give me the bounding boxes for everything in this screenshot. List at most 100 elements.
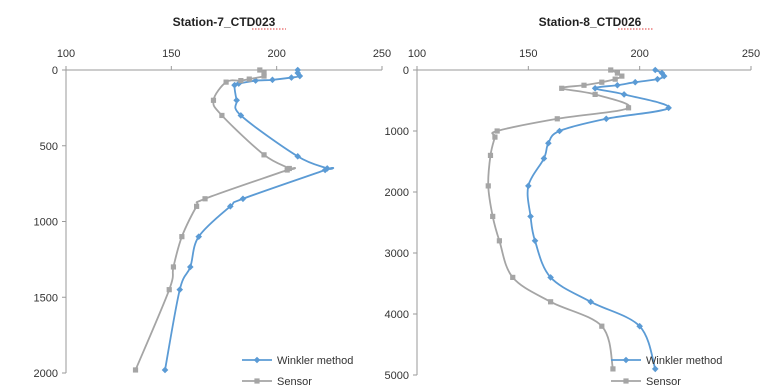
x-tick-label: 150 (162, 48, 180, 60)
data-point-sensor (166, 287, 172, 293)
x-tick-label: 250 (742, 48, 760, 60)
y-tick-label: 4000 (385, 309, 409, 321)
data-point-winkler-method (252, 77, 259, 84)
data-point-winkler-method (288, 74, 295, 81)
data-point-sensor (559, 85, 565, 91)
data-point-winkler-method (237, 112, 245, 119)
y-tick-label: 1000 (385, 126, 409, 138)
data-point-sensor (210, 97, 217, 103)
data-point-sensor (599, 79, 605, 85)
chart-title: Station-7_CTD023 (173, 15, 276, 29)
data-point-sensor (238, 78, 244, 84)
data-point-winkler-method (233, 97, 240, 104)
data-point-sensor (625, 105, 632, 111)
x-tick-label: 250 (373, 48, 391, 60)
data-point-winkler-method (620, 91, 628, 98)
data-point-sensor (548, 299, 554, 305)
data-point-winkler-method (545, 139, 552, 147)
chart-station-8: Station-8_CTD026 100 150 200 250 0 1000 2000 30… (385, 15, 761, 388)
data-point-sensor (284, 167, 290, 173)
data-point-winkler-method (654, 75, 661, 83)
data-point-winkler-method (631, 78, 639, 86)
y-tick-label: 2000 (34, 368, 58, 380)
legend-marker (623, 378, 629, 384)
data-point-sensor (261, 73, 267, 79)
data-point-winkler-method (321, 166, 329, 174)
data-point-winkler-method (660, 72, 668, 80)
series-line-sensor (134, 69, 296, 371)
data-point-winkler-method (227, 203, 234, 210)
data-point-winkler-method (658, 69, 666, 77)
legend-label: Sensor (277, 376, 312, 388)
y-tick-label: 3000 (385, 248, 409, 260)
x-tick-label: 200 (630, 48, 648, 60)
legend-label: Sensor (646, 376, 681, 388)
data-point-winkler-method (531, 237, 539, 245)
x-tick-label: 150 (519, 48, 537, 60)
data-point-sensor (608, 67, 614, 73)
legend-marker (254, 378, 260, 384)
data-point-winkler-method (269, 76, 276, 84)
y-tick-label: 2000 (385, 187, 409, 199)
data-point-sensor (614, 70, 620, 76)
data-point-sensor (612, 76, 618, 82)
data-point-winkler-method (614, 81, 621, 89)
data-point-winkler-method (195, 233, 203, 240)
data-point-sensor (494, 128, 500, 134)
data-point-winkler-method (231, 81, 238, 89)
data-point-sensor (599, 323, 605, 329)
data-point-winkler-method (527, 213, 534, 220)
legend-label: Winkler method (277, 355, 353, 367)
y-tick-label: 500 (40, 141, 58, 153)
data-point-sensor (485, 183, 491, 189)
data-point-winkler-method (587, 298, 594, 306)
legend-marker (253, 356, 261, 364)
x-tick-label: 200 (267, 48, 285, 60)
data-point-sensor (246, 76, 252, 82)
x-tick-label: 100 (408, 48, 426, 60)
data-point-sensor (619, 73, 625, 79)
plot-area: 100 150 200 250 0 1000 2000 3000 4000 5000 Winkler… (385, 48, 761, 388)
data-point-sensor (487, 152, 494, 158)
data-point-winkler-method (176, 286, 184, 293)
y-tick-label: 1000 (34, 217, 58, 229)
data-point-sensor (554, 116, 560, 122)
y-tick-label: 0 (403, 65, 409, 77)
y-tick-label: 1500 (34, 292, 58, 304)
data-point-winkler-method (547, 274, 554, 281)
data-point-winkler-method (540, 155, 548, 162)
data-point-sensor (202, 196, 208, 202)
legend: Winkler method Sensor (611, 355, 722, 388)
legend-label: Winkler method (646, 355, 722, 367)
y-tick-label: 5000 (385, 370, 409, 382)
chart-title: Station-8_CTD026 (539, 15, 642, 29)
data-point-sensor (132, 367, 139, 373)
data-point-winkler-method (602, 115, 610, 123)
legend-marker (622, 356, 630, 364)
data-point-winkler-method (294, 153, 302, 160)
plot-area: 100 150 200 250 0 500 1000 1500 2000 Winkler meth… (34, 48, 392, 388)
data-point-winkler-method (161, 366, 169, 374)
data-point-sensor (223, 79, 229, 85)
data-point-winkler-method (591, 85, 599, 92)
data-point-sensor (261, 70, 267, 76)
legend: Winkler method Sensor (242, 355, 353, 388)
chart-station-7: Station-7_CTD023 100 150 200 250 0 500 1000 150… (34, 15, 392, 388)
data-point-winkler-method (296, 72, 304, 80)
data-point-sensor (194, 203, 200, 209)
data-point-sensor (610, 366, 616, 372)
data-point-winkler-method (556, 127, 563, 135)
y-tick-label: 0 (52, 65, 58, 77)
data-point-sensor (510, 274, 516, 280)
series-line-winkler-method (164, 69, 335, 371)
data-point-winkler-method (665, 104, 672, 112)
data-point-sensor (490, 213, 496, 219)
data-point-sensor (170, 264, 177, 270)
data-point-sensor (261, 152, 267, 158)
data-point-winkler-method (651, 66, 659, 74)
data-point-sensor (257, 67, 263, 73)
x-tick-label: 100 (57, 48, 75, 60)
data-point-winkler-method (651, 365, 659, 373)
data-point-winkler-method (525, 182, 532, 190)
